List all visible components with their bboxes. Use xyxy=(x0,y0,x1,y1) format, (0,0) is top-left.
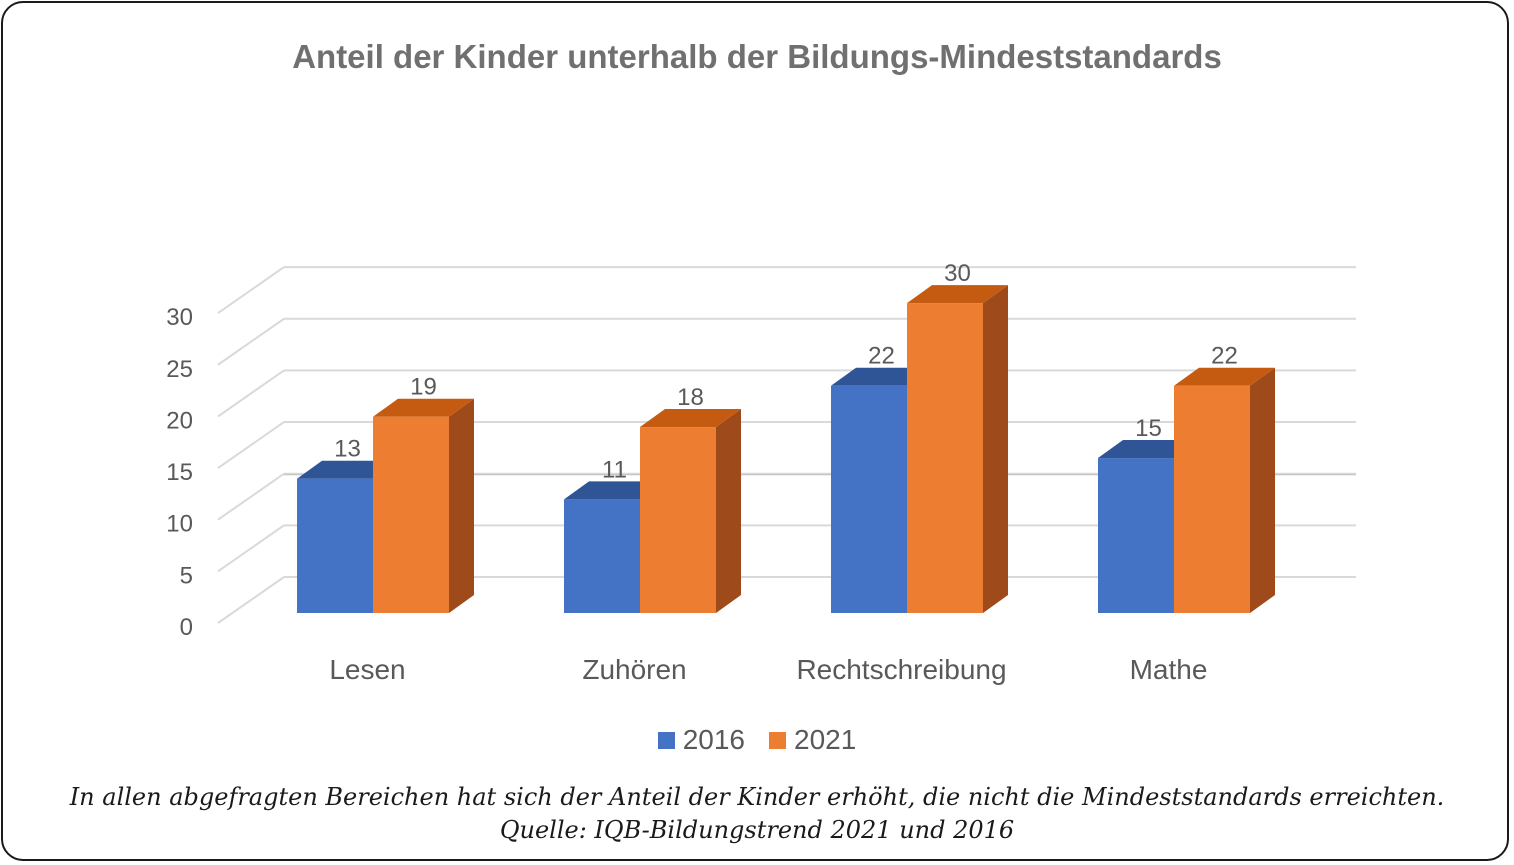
data-label: 18 xyxy=(677,384,704,411)
bar-top xyxy=(1174,367,1275,386)
bar-top xyxy=(640,409,741,428)
bar-side xyxy=(716,409,741,613)
bar-top xyxy=(907,285,1008,304)
caption-text: In allen abgefragten Bereichen hat sich … xyxy=(69,783,1445,811)
gridline-side xyxy=(217,524,285,573)
legend-swatch-2021 xyxy=(769,731,786,749)
y-tick-label: 0 xyxy=(180,614,193,641)
x-tick-label: Zuhören xyxy=(582,654,686,685)
gridline-side xyxy=(217,266,285,314)
data-labels: 13 19 11 18 22 30 15 22 xyxy=(334,260,1238,483)
legend-label-2021: 2021 xyxy=(794,724,857,755)
gridline-side xyxy=(217,472,285,521)
bar xyxy=(297,478,373,613)
bar xyxy=(564,499,640,613)
y-tick-label: 20 xyxy=(166,407,193,434)
x-tick-label: Mathe xyxy=(1130,654,1208,685)
bar-top xyxy=(297,460,398,479)
gridline-side xyxy=(217,369,285,418)
x-tick-label: Rechtschreibung xyxy=(796,654,1006,685)
data-label: 22 xyxy=(868,343,895,370)
y-tick-label: 5 xyxy=(180,562,193,589)
bar-side xyxy=(983,285,1008,613)
data-label: 11 xyxy=(602,456,627,483)
bar xyxy=(373,416,449,613)
legend-item-2021: 2021 xyxy=(769,724,856,756)
bar-side xyxy=(1250,367,1275,613)
gridline-side xyxy=(217,421,285,469)
chart-title: Anteil der Kinder unterhalb der Bildungs… xyxy=(292,38,1222,75)
bars xyxy=(297,285,1275,613)
bar xyxy=(640,427,716,613)
x-tick-label: Lesen xyxy=(329,654,405,685)
data-label: 13 xyxy=(334,436,361,463)
y-tick-label: 30 xyxy=(166,304,193,331)
legend: 2016 2021 xyxy=(0,724,1514,756)
bar-side xyxy=(449,398,474,613)
x-axis-ticks: Lesen Zuhören Rechtschreibung Mathe xyxy=(329,654,1207,685)
bar-top xyxy=(1098,440,1199,459)
data-label: 19 xyxy=(410,374,437,401)
y-tick-label: 25 xyxy=(166,356,193,383)
legend-label-2016: 2016 xyxy=(682,724,745,755)
gridline-side xyxy=(217,576,285,624)
bar-top xyxy=(373,398,474,417)
bar xyxy=(1098,458,1174,613)
bar-top xyxy=(831,367,932,386)
gridline-side xyxy=(217,317,285,366)
bar xyxy=(831,385,907,613)
y-axis-ticks: 0 5 10 15 20 25 30 xyxy=(166,304,193,641)
legend-swatch-2016 xyxy=(657,731,675,749)
bar xyxy=(907,303,983,613)
data-label: 22 xyxy=(1211,343,1238,370)
data-label: 15 xyxy=(1135,415,1162,442)
bar-top xyxy=(564,481,665,500)
y-tick-label: 10 xyxy=(166,511,193,538)
legend-item-2016: 2016 xyxy=(657,724,745,756)
y-tick-label: 15 xyxy=(166,459,193,486)
data-label: 30 xyxy=(944,260,971,287)
bar xyxy=(1174,385,1250,613)
source-text: Quelle: IQB-Bildungstrend 2021 und 2016 xyxy=(499,816,1015,844)
